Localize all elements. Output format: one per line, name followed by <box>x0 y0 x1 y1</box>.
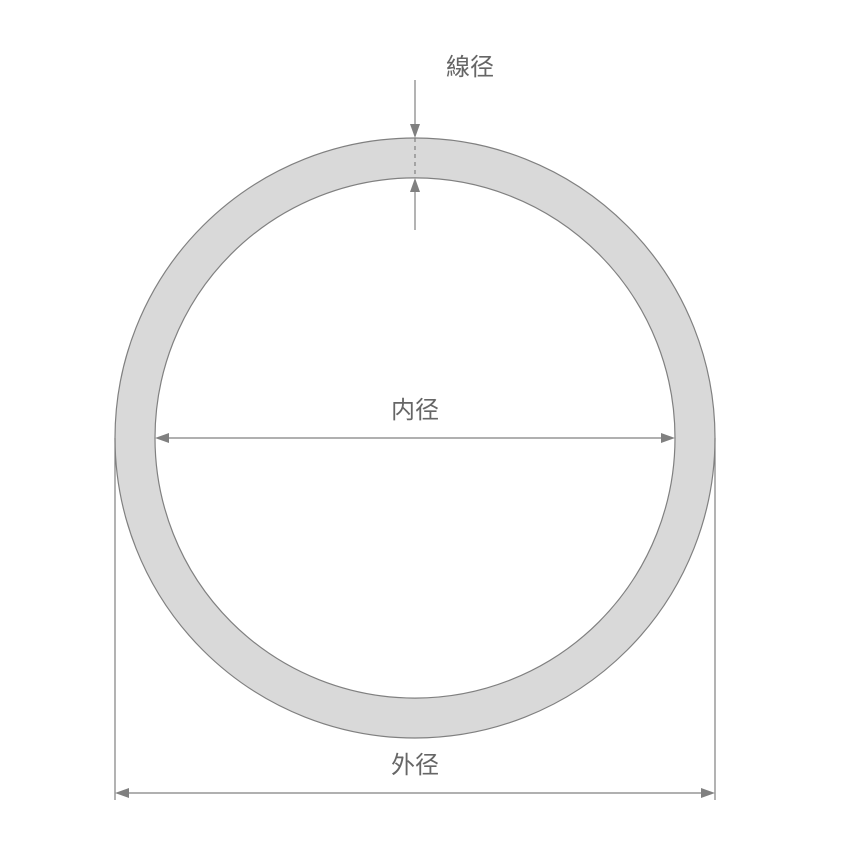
dimension-arrowhead <box>115 788 129 798</box>
wall-thickness-label: 線径 <box>446 54 494 81</box>
dimension-arrowhead <box>701 788 715 798</box>
dimension-arrowhead <box>661 433 675 443</box>
dimension-arrowhead <box>410 178 420 192</box>
dimension-arrowhead <box>410 124 420 138</box>
inner-diameter-label: 内径 <box>391 397 439 424</box>
ring-dimension-diagram: 線径内径外径 <box>0 0 850 850</box>
dimension-arrowhead <box>155 433 169 443</box>
outer-diameter-label: 外径 <box>391 752 439 779</box>
